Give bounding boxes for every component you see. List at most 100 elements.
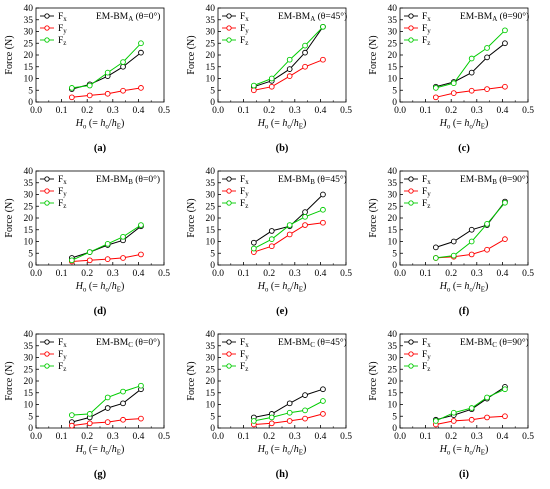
data-point bbox=[502, 413, 508, 420]
x-tick-label: 0.0 bbox=[30, 106, 42, 116]
y-tick-label: 0 bbox=[392, 424, 397, 434]
y-tick-label: 35 bbox=[24, 179, 34, 189]
legend-entry: Fy bbox=[58, 350, 67, 361]
x-tick-label: 0.4 bbox=[496, 106, 508, 116]
legend-entry: Fy bbox=[240, 350, 249, 361]
data-point bbox=[484, 86, 490, 92]
legend-marker bbox=[408, 188, 414, 194]
y-tick-label: 0 bbox=[28, 98, 33, 108]
y-tick-label: 30 bbox=[388, 354, 398, 364]
x-tick-label: 0.4 bbox=[132, 106, 144, 116]
y-tick-label: 15 bbox=[206, 226, 216, 236]
data-point bbox=[320, 386, 326, 393]
data-point bbox=[120, 416, 126, 423]
data-point bbox=[250, 87, 257, 94]
y-tick-label: 35 bbox=[388, 16, 398, 26]
legend-entry: Fx bbox=[58, 175, 67, 186]
data-point bbox=[432, 94, 439, 101]
legend-marker bbox=[44, 37, 50, 43]
legend-entry: Fy bbox=[422, 187, 431, 198]
data-point bbox=[120, 233, 126, 240]
legend-marker bbox=[226, 351, 232, 357]
data-point bbox=[502, 40, 508, 47]
x-tick-label: 0.2 bbox=[263, 432, 275, 442]
y-tick-label: 20 bbox=[206, 214, 216, 224]
y-tick-label: 15 bbox=[206, 389, 216, 399]
x-tick-label: 0.5 bbox=[522, 106, 534, 116]
y-tick-label: 15 bbox=[24, 389, 34, 399]
series-line-fx bbox=[435, 42, 506, 88]
x-tick-label: 0.5 bbox=[158, 106, 170, 116]
y-tick-label: 0 bbox=[392, 98, 397, 108]
data-point bbox=[68, 94, 75, 101]
data-point bbox=[68, 422, 75, 429]
y-tick-label: 25 bbox=[24, 202, 34, 212]
data-point bbox=[268, 243, 275, 250]
data-point bbox=[302, 213, 308, 220]
data-point bbox=[468, 251, 475, 258]
data-point bbox=[86, 420, 93, 427]
x-tick-label: 0.3 bbox=[471, 269, 483, 279]
y-axis-label: Force (N) bbox=[186, 35, 197, 74]
x-tick-label: 0.5 bbox=[340, 432, 352, 442]
data-point bbox=[250, 245, 257, 252]
y-tick-label: 30 bbox=[206, 28, 216, 38]
plot-frame bbox=[217, 7, 347, 103]
y-tick-label: 10 bbox=[24, 75, 34, 85]
legend-entry: Fz bbox=[422, 362, 430, 373]
y-axis-label: Force (N) bbox=[368, 198, 379, 237]
x-tick-label: 0.3 bbox=[289, 269, 301, 279]
data-point bbox=[68, 412, 75, 418]
data-point bbox=[302, 392, 308, 398]
chart-title: EM-BMB (θ=90°) bbox=[460, 174, 529, 186]
data-point bbox=[268, 236, 275, 243]
y-tick-label: 20 bbox=[24, 51, 34, 61]
data-point bbox=[286, 56, 293, 63]
x-axis-label: Ho (= ho/hE) bbox=[439, 118, 489, 131]
y-tick-label: 5 bbox=[392, 86, 397, 96]
y-tick-label: 10 bbox=[388, 75, 398, 85]
data-point bbox=[484, 45, 490, 51]
legend-marker bbox=[408, 363, 414, 369]
data-point bbox=[450, 409, 457, 416]
x-tick-label: 0.3 bbox=[289, 106, 301, 116]
y-tick-label: 35 bbox=[206, 342, 216, 352]
x-tick-label: 0.0 bbox=[394, 432, 406, 442]
x-axis-label: Ho (= ho/hE) bbox=[75, 118, 125, 131]
x-tick-label: 0.4 bbox=[496, 269, 508, 279]
plot-frame bbox=[35, 333, 165, 429]
legend-marker bbox=[44, 25, 50, 31]
data-point bbox=[250, 239, 257, 246]
legend-entry: Fz bbox=[240, 36, 248, 47]
y-axis-label: Force (N) bbox=[4, 361, 15, 400]
x-tick-label: 0.1 bbox=[238, 432, 250, 442]
legend-entry: Fz bbox=[58, 199, 66, 210]
data-point bbox=[138, 85, 144, 91]
plot-frame bbox=[35, 7, 165, 103]
y-tick-label: 40 bbox=[206, 4, 216, 14]
data-point bbox=[138, 222, 144, 228]
legend-entry: Fy bbox=[58, 24, 67, 35]
y-tick-label: 25 bbox=[206, 365, 216, 375]
y-tick-label: 20 bbox=[24, 214, 34, 224]
x-tick-label: 0.2 bbox=[445, 269, 457, 279]
chart-title: EM-BMA (θ=45°) bbox=[278, 11, 347, 23]
data-point bbox=[468, 226, 475, 233]
data-point bbox=[268, 83, 275, 90]
data-point bbox=[320, 23, 326, 30]
legend-marker bbox=[226, 25, 232, 31]
y-tick-label: 30 bbox=[24, 28, 34, 38]
legend-marker bbox=[226, 37, 232, 43]
data-point bbox=[86, 82, 93, 89]
chart-title: EM-BMA (θ=90°) bbox=[460, 11, 529, 23]
x-tick-label: 0.5 bbox=[158, 432, 170, 442]
y-tick-label: 40 bbox=[24, 167, 34, 177]
data-point bbox=[468, 416, 475, 423]
data-point bbox=[302, 49, 308, 56]
y-tick-label: 35 bbox=[206, 16, 216, 26]
data-point bbox=[104, 90, 111, 97]
legend-marker bbox=[44, 200, 50, 206]
data-point bbox=[450, 238, 457, 245]
y-tick-label: 10 bbox=[388, 401, 398, 411]
